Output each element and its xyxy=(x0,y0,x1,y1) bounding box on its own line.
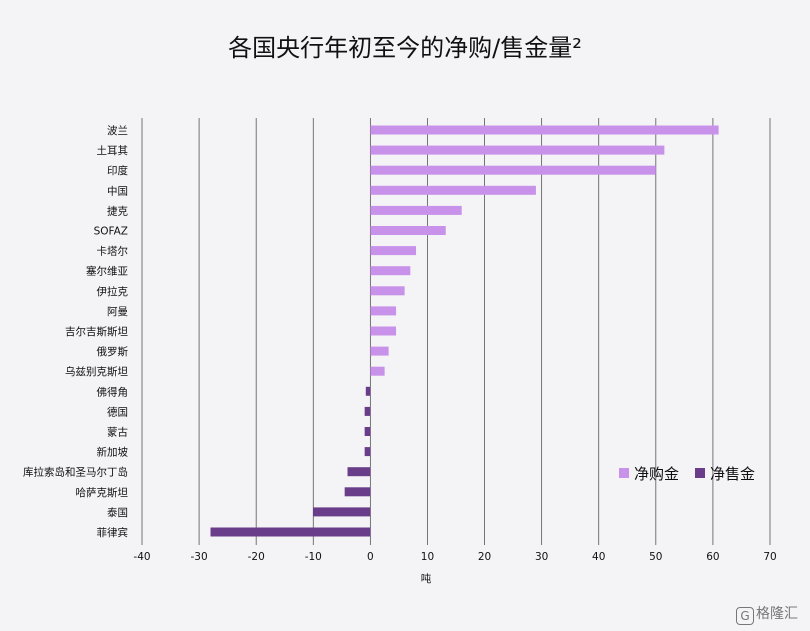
bar xyxy=(344,487,371,497)
bar xyxy=(365,386,371,396)
x-tick-label: 40 xyxy=(592,551,605,563)
category-label: 佛得角 xyxy=(97,385,129,398)
category-label: 库拉索岛和圣马尔丁岛 xyxy=(23,466,128,479)
bar xyxy=(313,507,371,517)
legend-swatch xyxy=(695,468,705,478)
bar xyxy=(370,326,397,336)
x-tick-label: 30 xyxy=(535,551,548,563)
category-label: 塞尔维亚 xyxy=(86,265,128,278)
legend-label: 净购金 xyxy=(634,465,679,483)
bar xyxy=(370,125,719,135)
legend-swatch xyxy=(619,468,629,478)
bar xyxy=(370,185,536,195)
x-axis-ticks: -40 -30 -20 -10 0 10 20 30 40 50 60 70 xyxy=(133,551,776,563)
bar xyxy=(370,165,656,175)
bar xyxy=(364,427,371,436)
category-label: 德国 xyxy=(107,405,128,418)
x-tick-label: 60 xyxy=(706,551,719,563)
x-tick-label: 20 xyxy=(478,551,491,563)
bar xyxy=(370,286,405,296)
x-tick-label: -10 xyxy=(305,551,322,563)
x-axis-label: 吨 xyxy=(421,572,432,585)
category-label: 波兰 xyxy=(107,124,128,137)
x-tick-label: 50 xyxy=(649,551,662,563)
bar xyxy=(370,145,665,155)
watermark-text: 格隆汇 xyxy=(756,606,798,622)
category-label: 蒙古 xyxy=(107,426,128,439)
watermark: G 格隆汇 xyxy=(736,603,798,625)
x-tick-label: -30 xyxy=(191,551,208,563)
category-label: 哈萨克斯坦 xyxy=(76,486,129,499)
category-label: 菲律宾 xyxy=(97,526,129,539)
category-label: 吉尔吉斯斯坦 xyxy=(65,325,128,338)
x-tick-label: -40 xyxy=(133,551,150,563)
x-tick-label: 70 xyxy=(763,551,776,563)
x-tick-label: 10 xyxy=(421,551,434,563)
category-label: 土耳其 xyxy=(97,144,129,157)
bar xyxy=(364,406,371,416)
category-label: 新加坡 xyxy=(97,446,129,459)
category-label: 阿曼 xyxy=(107,306,128,318)
category-label: 伊拉克 xyxy=(97,285,129,298)
category-label: 俄罗斯 xyxy=(97,345,129,358)
bar xyxy=(370,266,411,276)
category-label: 泰国 xyxy=(107,506,128,519)
legend: 净购金 净售金 xyxy=(619,465,755,483)
bar xyxy=(370,226,446,235)
grid-lines xyxy=(141,118,771,545)
category-label: 乌兹别克斯坦 xyxy=(65,365,128,378)
x-tick-label: -20 xyxy=(248,551,265,563)
category-label: 卡塔尔 xyxy=(97,245,129,258)
category-label: 捷克 xyxy=(107,204,128,217)
category-label: 中国 xyxy=(107,184,128,197)
bar xyxy=(370,205,462,215)
bars xyxy=(210,125,719,537)
x-tick-label: 0 xyxy=(367,551,374,563)
bar xyxy=(370,246,417,256)
chart-title: 各国央行年初至今的净购/售金量² xyxy=(228,34,582,62)
watermark-logo-icon: G xyxy=(736,607,754,625)
bar xyxy=(210,527,371,537)
bar xyxy=(364,447,371,457)
category-label: SOFAZ xyxy=(94,226,128,238)
bar xyxy=(370,366,385,376)
bar xyxy=(370,346,389,356)
legend-label: 净售金 xyxy=(710,465,755,483)
bar xyxy=(370,306,397,316)
bar xyxy=(347,467,371,477)
category-label: 印度 xyxy=(107,164,128,177)
